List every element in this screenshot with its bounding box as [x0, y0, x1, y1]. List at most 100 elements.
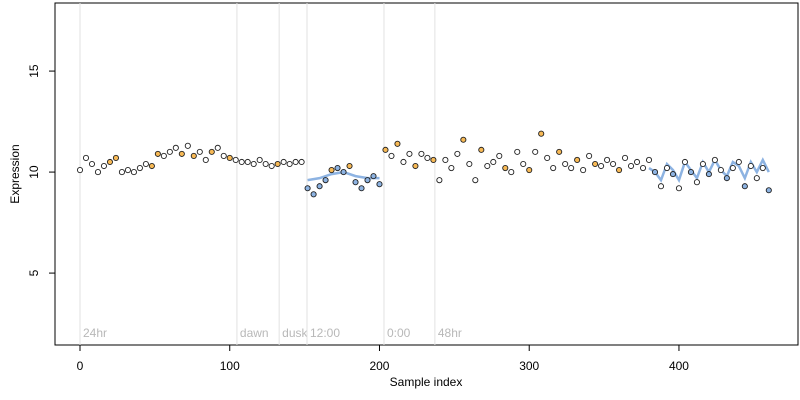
data-point: [340, 169, 347, 176]
data-point: [124, 167, 131, 174]
data-point: [166, 148, 173, 155]
data-point: [148, 162, 155, 170]
data-point: [693, 179, 700, 186]
data-point: [454, 150, 461, 157]
data-point: [172, 144, 179, 151]
data-point: [238, 158, 245, 166]
data-point: [711, 156, 718, 164]
data-point: [610, 160, 617, 168]
data-point: [82, 154, 90, 161]
data-point: [681, 158, 688, 166]
data-point: [382, 146, 389, 153]
data-point: [346, 162, 353, 170]
data-point: [663, 164, 671, 172]
x-tick-label: 100: [220, 359, 240, 373]
data-point: [645, 156, 653, 164]
plot-frame: [54, 2, 799, 346]
data-point: [550, 164, 557, 172]
data-point: [286, 160, 293, 168]
y-axis-label: Expression: [8, 144, 22, 203]
data-point: [568, 164, 575, 172]
data-point: [466, 160, 473, 168]
data-point: [244, 158, 251, 166]
data-point: [502, 164, 509, 172]
data-point: [190, 152, 197, 159]
data-point: [532, 148, 539, 155]
data-point: [633, 158, 641, 166]
data-point: [316, 183, 323, 190]
y-tick-label: 15: [27, 64, 41, 78]
data-point: [765, 187, 772, 194]
data-point: [490, 158, 497, 166]
data-point: [76, 167, 84, 174]
data-point: [202, 156, 209, 164]
data-point: [478, 146, 485, 153]
data-point: [735, 158, 742, 166]
data-point: [142, 160, 149, 168]
data-point: [729, 164, 736, 172]
data-point: [328, 167, 335, 174]
data-point: [364, 177, 371, 184]
data-point: [106, 158, 114, 166]
data-point: [268, 162, 275, 170]
data-point: [723, 175, 730, 182]
event-label: dawn: [240, 326, 269, 340]
data-point: [220, 152, 227, 159]
data-point: [160, 152, 167, 159]
data-point: [418, 150, 425, 157]
data-point: [226, 154, 233, 161]
data-point: [484, 162, 491, 170]
data-point: [304, 185, 311, 192]
data-point: [196, 148, 203, 155]
data-point: [705, 171, 712, 178]
x-tick-label: 400: [669, 359, 689, 373]
data-point: [598, 162, 605, 170]
data-point: [232, 156, 239, 164]
data-point: [100, 162, 108, 170]
data-point: [526, 167, 533, 174]
data-point: [741, 183, 748, 190]
data-point: [280, 158, 287, 166]
data-point: [214, 144, 221, 151]
data-point: [616, 167, 623, 174]
data-point: [520, 160, 527, 168]
data-point: [154, 150, 161, 157]
x-axis-label: Sample index: [390, 375, 463, 389]
data-point: [759, 164, 766, 172]
data-point: [574, 156, 581, 164]
data-point: [627, 162, 635, 170]
data-point: [112, 154, 119, 161]
event-label: dusk: [282, 326, 308, 340]
data-point: [184, 142, 191, 149]
data-point: [442, 156, 449, 164]
data-point: [136, 164, 143, 172]
data-point: [310, 191, 317, 198]
data-point: [412, 162, 419, 170]
data-point: [562, 160, 569, 168]
data-point: [717, 167, 724, 174]
data-point: [208, 148, 215, 155]
data-point: [406, 150, 413, 157]
data-point: [657, 183, 665, 190]
event-label: 24hr: [83, 326, 107, 340]
data-point: [298, 158, 305, 166]
event-label: 48hr: [438, 326, 462, 340]
data-point: [538, 130, 545, 137]
data-point: [496, 152, 503, 159]
data-point: [544, 154, 551, 161]
data-point: [88, 160, 96, 168]
data-point: [592, 160, 599, 168]
data-point: [580, 167, 587, 174]
data-point: [699, 160, 706, 168]
data-point: [250, 160, 257, 168]
data-point: [130, 169, 137, 176]
data-point: [424, 154, 431, 161]
data-point: [388, 152, 395, 159]
event-label: 0:00: [387, 326, 411, 340]
event-label: 12:00: [310, 326, 340, 340]
data-point: [436, 177, 443, 184]
data-point: [472, 177, 479, 184]
data-point: [274, 160, 281, 168]
x-tick-label: 0: [77, 359, 84, 373]
